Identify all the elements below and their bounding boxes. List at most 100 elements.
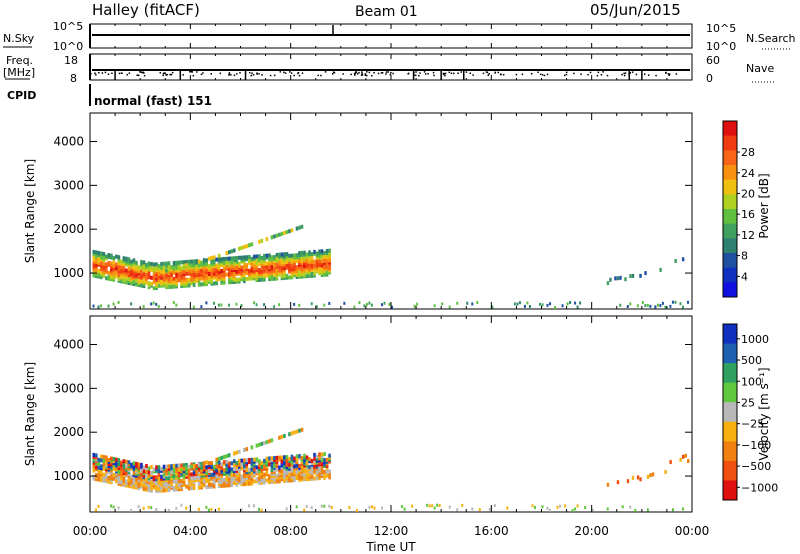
echo-cell <box>187 476 191 481</box>
echo-cell <box>240 508 243 512</box>
echo-cell <box>167 464 171 469</box>
echo-cell <box>318 259 321 264</box>
echo-cell <box>260 238 264 243</box>
echo-cell <box>145 469 148 474</box>
echo-cell <box>175 265 178 270</box>
nave-point <box>126 73 128 76</box>
echo-cell <box>232 451 236 456</box>
echo-cell <box>205 471 208 476</box>
echo-cell <box>157 264 161 269</box>
echo-cell <box>328 248 331 253</box>
nave-point <box>228 72 231 74</box>
echo-cell <box>255 469 259 474</box>
echo-cell <box>185 466 188 471</box>
nave-point <box>580 73 582 75</box>
echo-cell <box>145 262 148 267</box>
echo-cell <box>180 266 183 271</box>
echo-cell <box>127 460 131 465</box>
colorbar-tick-label: −1000 <box>741 481 778 494</box>
echo-cell <box>290 472 294 477</box>
echo-cell <box>200 305 203 309</box>
echo-cell <box>180 503 183 507</box>
echo-cell <box>358 301 361 305</box>
echo-cell <box>227 303 230 307</box>
echo-cell <box>559 504 562 508</box>
echo-cell <box>160 261 163 266</box>
power-ylabel: Slant Range [km] <box>23 159 37 263</box>
nave-point <box>415 74 417 77</box>
nave-point <box>191 71 194 73</box>
echo-cell <box>190 464 193 469</box>
echo-cell <box>172 301 175 305</box>
echo-cell <box>100 478 103 483</box>
echo-cell <box>227 250 231 255</box>
echo-cell <box>323 458 326 463</box>
nave-point <box>284 72 287 74</box>
echo-cell <box>137 462 141 467</box>
echo-cell <box>576 504 579 508</box>
echo-cell <box>315 263 319 268</box>
echo-cell <box>353 305 356 309</box>
nave-point <box>182 74 184 76</box>
echo-cell <box>132 484 136 489</box>
echo-cell <box>217 303 220 307</box>
echo-cell <box>157 304 160 308</box>
echo-cell <box>268 456 271 461</box>
echo-cell <box>177 278 181 283</box>
echo-cell <box>253 504 256 508</box>
echo-cell <box>157 476 161 481</box>
nave-point <box>361 73 364 76</box>
echo-cell <box>190 480 193 485</box>
echo-cell <box>207 461 211 466</box>
echo-cell <box>383 301 386 305</box>
echo-cell <box>185 259 188 264</box>
echo-cell <box>177 265 181 270</box>
echo-cell <box>320 249 324 254</box>
echo-cell <box>112 457 116 462</box>
echo-cell <box>388 302 391 306</box>
colorbar-segment <box>723 402 737 423</box>
nave-point <box>655 74 657 77</box>
echo-cell <box>283 465 286 470</box>
echo-cell <box>606 482 610 487</box>
nsearch-tick-top: 10^5 <box>706 22 736 35</box>
nave-point <box>602 71 604 73</box>
echo-cell <box>212 257 216 262</box>
nave-point <box>317 74 319 77</box>
nave-point <box>380 72 383 74</box>
echo-cell <box>283 230 286 235</box>
echo-cell <box>260 508 263 512</box>
nave-point <box>444 72 447 75</box>
echo-cell <box>170 265 173 270</box>
echo-cell <box>273 477 276 482</box>
echo-cell <box>215 263 219 268</box>
y-tick-label: 3000 <box>53 381 84 395</box>
echo-cell <box>564 504 567 508</box>
colorbar-segment <box>723 209 737 225</box>
echo-cell <box>614 276 617 281</box>
echo-cell <box>117 458 121 463</box>
echo-cell <box>155 481 158 486</box>
echo-cell <box>185 484 188 489</box>
nave-point <box>432 71 435 74</box>
echo-cell <box>220 257 224 262</box>
echo-cell <box>315 251 319 256</box>
nave-point <box>530 72 533 75</box>
echo-cell <box>220 272 224 277</box>
echo-cell <box>290 253 294 258</box>
time-axis-label: Time UT <box>365 540 416 554</box>
nave-point <box>298 74 301 77</box>
echo-cell <box>100 454 103 459</box>
echo-cell <box>172 463 176 468</box>
echo-cell <box>280 455 284 460</box>
nave-point <box>419 72 421 74</box>
nave-point <box>301 72 304 74</box>
echo-cell <box>125 280 128 285</box>
echo-cell <box>436 503 439 507</box>
echo-cell <box>205 258 208 263</box>
echo-cell <box>225 454 229 459</box>
echo-cell <box>182 480 186 485</box>
echo-cell <box>212 464 216 469</box>
nave-point <box>563 74 566 77</box>
echo-cell <box>438 504 441 508</box>
